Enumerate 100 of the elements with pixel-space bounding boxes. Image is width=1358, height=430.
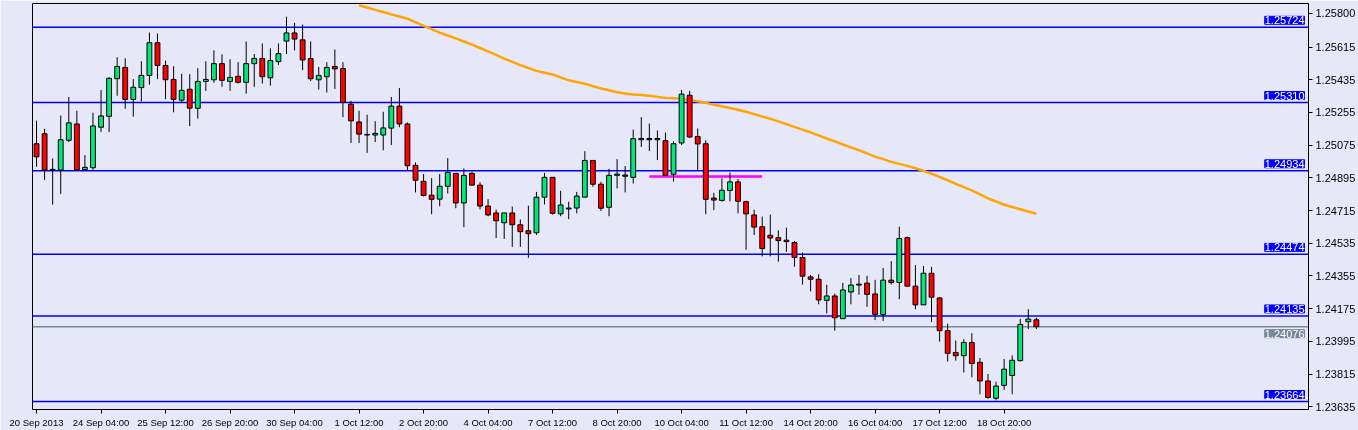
candlestick	[509, 206, 516, 248]
candlestick	[243, 40, 250, 95]
candlestick	[227, 58, 233, 92]
candlestick	[477, 181, 483, 210]
candlestick	[638, 116, 645, 148]
ref-line-label: 1.24076	[1264, 327, 1305, 340]
ref-line-label: 1.24934	[1264, 157, 1305, 170]
y-tick-label: 1.24355	[1315, 269, 1356, 282]
candlestick	[49, 157, 56, 206]
x-tick-label: 26 Sep 20:00	[201, 416, 259, 428]
x-tick-label: 7 Oct 12:00	[528, 416, 578, 428]
line-series	[357, 4, 1038, 215]
y-tick-label: 1.23995	[1315, 335, 1356, 348]
candlestick	[170, 65, 177, 113]
y-tick-label: 1.25800	[1315, 7, 1356, 20]
x-tick-label: 17 Oct 12:00	[912, 416, 967, 428]
candlestick	[178, 73, 185, 103]
candlestick	[727, 171, 733, 202]
candlestick	[259, 42, 266, 85]
candlestick	[952, 339, 959, 362]
x-tick-label: 14 Oct 20:00	[783, 416, 838, 428]
candlestick	[735, 178, 741, 214]
candlestick	[65, 96, 72, 143]
candlestick	[380, 111, 387, 151]
candlestick	[444, 157, 451, 195]
candlestick	[823, 284, 830, 314]
candlestick	[98, 89, 104, 133]
candlestick	[364, 114, 371, 154]
candlestick	[815, 273, 822, 305]
x-tick-label: 4 Oct 04:00	[463, 416, 513, 428]
candlestick	[356, 110, 362, 144]
ref-line-label: 1.25724	[1264, 14, 1305, 27]
x-tick-label: 2 Oct 20:00	[399, 416, 449, 428]
candlestick	[654, 129, 661, 161]
candlestick	[81, 154, 88, 171]
candlestick	[598, 181, 604, 212]
candlestick	[783, 227, 790, 253]
candlestick	[307, 40, 314, 82]
candlestick	[960, 338, 967, 373]
candlestick	[718, 177, 725, 203]
candlestick	[436, 173, 443, 207]
candlestick	[251, 53, 258, 88]
ref-line-label: 1.25310	[1264, 89, 1305, 102]
x-tick-label: 16 Oct 04:00	[847, 416, 903, 428]
candlestick	[138, 60, 145, 102]
candlestick	[211, 49, 217, 84]
candlestick	[348, 100, 354, 144]
candlestick	[428, 177, 435, 215]
candlestick	[847, 277, 854, 305]
candlestick	[775, 229, 782, 263]
x-tick-label: 10 Oct 04:00	[654, 416, 709, 428]
candlestick	[888, 260, 895, 286]
y-tick-label: 1.25615	[1315, 41, 1356, 54]
candlestick	[186, 73, 193, 127]
candlestick	[493, 209, 500, 239]
ref-line-label: 1.24474	[1264, 241, 1305, 254]
x-tick-label: 11 Oct 12:00	[719, 416, 773, 428]
candlestick	[767, 214, 774, 257]
candlestick	[396, 87, 403, 128]
x-tick-label: 1 Oct 12:00	[334, 416, 384, 428]
y-tick-label: 1.24715	[1315, 204, 1356, 217]
y-tick-label: 1.24535	[1315, 237, 1356, 250]
y-tick-label: 1.23635	[1315, 400, 1356, 413]
x-tick-label: 30 Sep 04:00	[266, 416, 323, 428]
candlestick	[1009, 354, 1016, 395]
candlestick	[993, 381, 999, 401]
candlestick	[614, 158, 620, 189]
candlestick	[299, 24, 306, 71]
candlestick	[944, 323, 951, 363]
candlestick	[977, 357, 983, 395]
candlestick	[114, 56, 121, 97]
candlestick	[759, 216, 766, 257]
candlestick	[864, 275, 870, 308]
x-tick-label: 20 Sep 2013	[9, 416, 64, 428]
y-tick-label: 1.25075	[1315, 139, 1356, 152]
candlestick	[856, 274, 862, 296]
candlestick	[968, 332, 975, 378]
candlestick	[331, 48, 338, 90]
candlestick	[501, 212, 508, 240]
candlestick	[646, 123, 653, 152]
candlestick	[235, 61, 242, 85]
x-tick-label: 24 Sep 04:00	[72, 416, 130, 428]
candlestick	[799, 252, 806, 286]
ref-line-label: 1.23664	[1264, 388, 1305, 401]
candlestick	[557, 190, 564, 217]
candlestick	[743, 200, 750, 251]
candlestick	[985, 373, 991, 400]
candlestick	[275, 42, 282, 66]
candlestick	[912, 264, 919, 310]
candlestick	[573, 191, 580, 214]
candlestick	[162, 60, 169, 100]
y-tick-label: 1.24175	[1315, 302, 1356, 315]
y-tick-label: 1.24895	[1315, 171, 1356, 184]
candlestick	[388, 96, 395, 146]
y-tick-label: 1.23815	[1315, 368, 1356, 381]
candlestick	[791, 240, 798, 268]
ref-line-label: 1.24135	[1264, 302, 1305, 315]
candlestick	[622, 165, 629, 193]
y-tick-label: 1.25435	[1315, 73, 1356, 86]
candlestick	[872, 279, 879, 321]
